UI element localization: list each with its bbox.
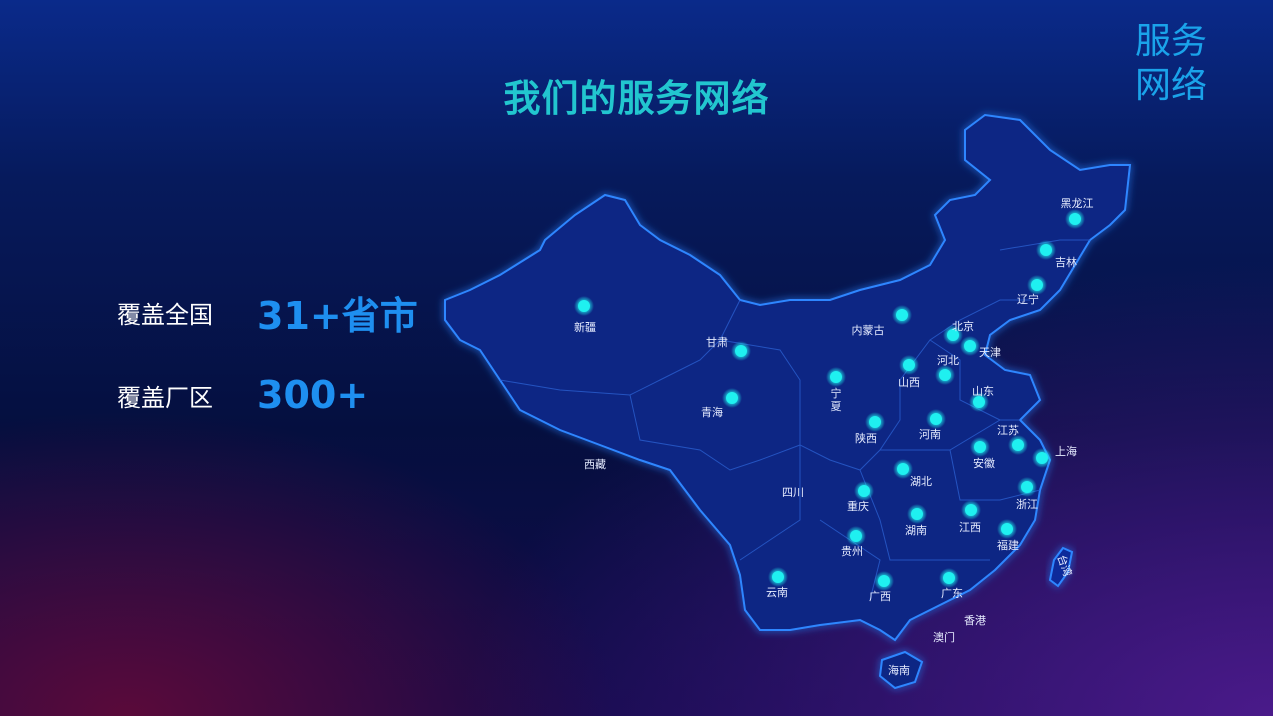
page-title: 我们的服务网络	[503, 77, 770, 120]
location-dot[interactable]	[869, 416, 881, 428]
region-label: 江苏	[997, 424, 1019, 437]
location-dot[interactable]	[1036, 452, 1048, 464]
mainland-outline	[444, 113, 1132, 642]
region-label: 新疆	[574, 320, 596, 334]
stat-value: 31+省市	[257, 294, 418, 338]
location-dot[interactable]	[973, 396, 985, 408]
region-label: 天津	[979, 346, 1001, 359]
location-dot[interactable]	[578, 300, 590, 312]
stat-label: 覆盖全国	[117, 301, 213, 329]
location-dot[interactable]	[964, 340, 976, 352]
hainan-outline	[878, 650, 924, 690]
region-label: 黑龙江	[1061, 197, 1094, 210]
location-dot[interactable]	[911, 508, 923, 520]
location-dot[interactable]	[1040, 244, 1052, 256]
region-label: 宁夏	[831, 386, 842, 413]
location-dot[interactable]	[850, 530, 862, 542]
location-dot[interactable]	[858, 485, 870, 497]
location-dot[interactable]	[772, 571, 784, 583]
region-label: 西藏	[584, 458, 606, 471]
location-dot[interactable]	[930, 413, 942, 425]
region-label: 湖北	[910, 475, 932, 488]
region-label: 重庆	[847, 499, 869, 513]
taiwan-outline	[1048, 546, 1074, 588]
location-dot[interactable]	[1012, 439, 1024, 451]
stat-label: 覆盖厂区	[117, 383, 213, 412]
location-dot[interactable]	[1031, 279, 1043, 291]
region-label: 广西	[869, 590, 891, 603]
location-dot[interactable]	[1001, 523, 1013, 535]
region-label: 浙江	[1016, 498, 1038, 511]
region-label: 广东	[941, 587, 963, 600]
region-label: 上海	[1055, 444, 1077, 458]
region-label: 吉林	[1055, 255, 1077, 269]
region-label: 山西	[898, 376, 920, 389]
region-label: 安徽	[973, 456, 995, 470]
region-label: 山东	[972, 385, 994, 398]
location-dot[interactable]	[943, 572, 955, 584]
region-label: 香港	[964, 614, 986, 627]
region-label: 福建	[997, 538, 1019, 552]
region-label: 河北	[937, 354, 959, 367]
location-dot[interactable]	[965, 504, 977, 516]
location-dot[interactable]	[830, 371, 842, 383]
corner-label: 服务网络	[1135, 21, 1208, 106]
location-dot[interactable]	[726, 392, 738, 404]
stat-provinces: 覆盖全国 31+省市	[117, 285, 418, 340]
location-dot[interactable]	[947, 329, 959, 341]
region-label: 陕西	[855, 431, 877, 445]
region-label: 青海	[701, 405, 723, 419]
region-label: 湖南	[905, 524, 927, 537]
region-label: 北京	[952, 319, 974, 333]
location-dot[interactable]	[939, 369, 951, 381]
location-dot[interactable]	[974, 441, 986, 453]
location-dot[interactable]	[735, 345, 747, 357]
region-label: 内蒙古	[852, 323, 885, 337]
region-label: 甘肃	[706, 336, 728, 349]
location-dot[interactable]	[1021, 481, 1033, 493]
stat-plants: 覆盖厂区 300+	[117, 373, 368, 417]
location-dot[interactable]	[1069, 213, 1081, 225]
region-label: 海南	[888, 663, 910, 677]
province-borders	[499, 239, 1090, 601]
location-dot[interactable]	[897, 463, 909, 475]
region-label: 四川	[782, 486, 804, 499]
location-dot[interactable]	[903, 359, 915, 371]
region-label: 澳门	[933, 630, 955, 644]
location-dot[interactable]	[878, 575, 890, 587]
region-label: 河南	[919, 428, 941, 441]
stat-value: 300+	[257, 373, 369, 417]
region-label: 江西	[959, 521, 981, 534]
region-label: 辽宁	[1017, 292, 1039, 306]
region-label: 云南	[766, 586, 788, 599]
region-label: 贵州	[841, 545, 863, 558]
location-dot[interactable]	[896, 309, 908, 321]
